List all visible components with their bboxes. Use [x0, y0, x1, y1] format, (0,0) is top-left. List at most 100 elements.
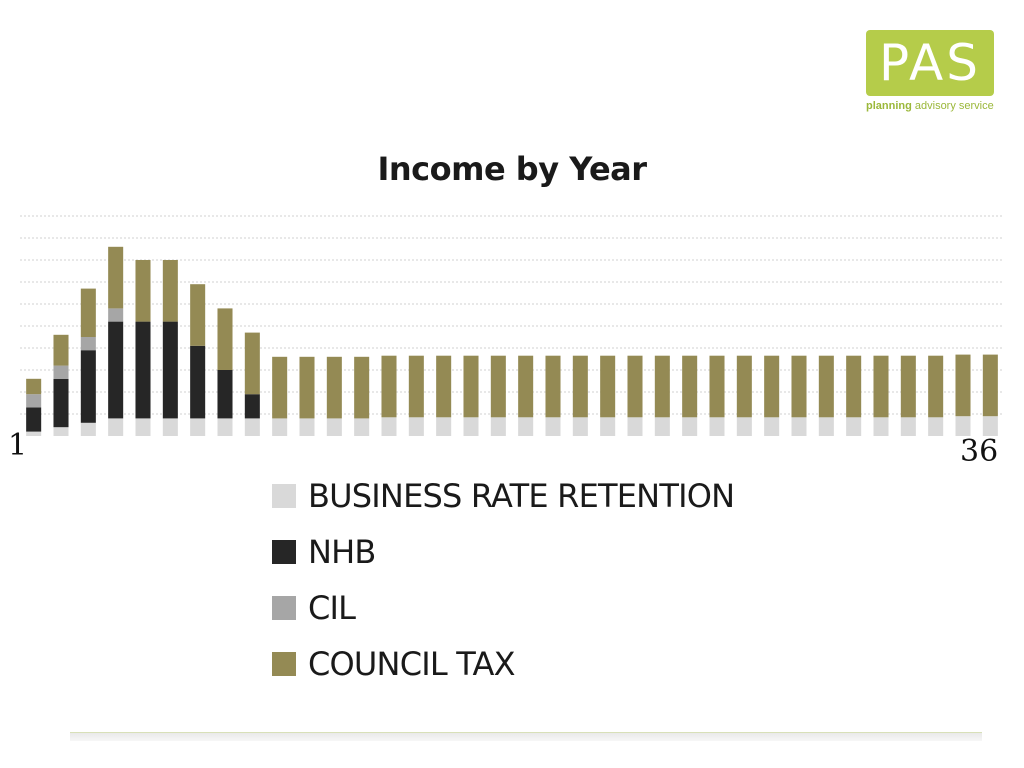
- bar-council-tax-17: [463, 355, 479, 418]
- logo-text: PAS: [879, 34, 981, 92]
- legend-swatch-nhb: [272, 540, 296, 564]
- bar-business-rate-retention-21: [572, 417, 588, 436]
- bar-cil-3: [80, 337, 96, 351]
- bar-business-rate-retention-31: [846, 417, 862, 436]
- bar-council-tax-30: [818, 355, 834, 418]
- legend: BUSINESS RATE RETENTION NHB CIL COUNCIL …: [272, 468, 735, 692]
- bar-cil-2: [53, 365, 69, 379]
- bar-business-rate-retention-13: [354, 418, 370, 436]
- bar-business-rate-retention-35: [955, 416, 971, 436]
- logo-subtitle-rest: advisory service: [911, 100, 994, 112]
- legend-item-nhb: NHB: [272, 524, 734, 580]
- bar-business-rate-retention-24: [654, 417, 670, 436]
- bar-business-rate-retention-7: [190, 418, 206, 436]
- bar-business-rate-retention-2: [53, 427, 69, 436]
- bar-council-tax-26: [709, 355, 725, 418]
- bar-business-rate-retention-22: [600, 417, 616, 436]
- bar-business-rate-retention-5: [135, 418, 151, 436]
- bar-business-rate-retention-6: [162, 418, 178, 436]
- bar-council-tax-10: [272, 356, 288, 419]
- bar-cil-1: [26, 394, 42, 408]
- pas-logo: PAS planning advisory service: [866, 30, 996, 120]
- legend-label-cil: CIL: [308, 589, 356, 627]
- bar-council-tax-4: [108, 246, 124, 309]
- bar-business-rate-retention-25: [682, 417, 698, 436]
- bar-council-tax-2: [53, 334, 69, 366]
- bar-council-tax-15: [408, 355, 424, 418]
- bar-business-rate-retention-17: [463, 417, 479, 436]
- bar-business-rate-retention-20: [545, 417, 561, 436]
- bar-council-tax-3: [80, 288, 96, 337]
- bar-business-rate-retention-8: [217, 418, 233, 436]
- bar-council-tax-25: [682, 355, 698, 418]
- bar-nhb-2: [53, 378, 69, 428]
- footer-rule: [70, 732, 982, 741]
- bar-business-rate-retention-29: [791, 417, 807, 436]
- bar-council-tax-5: [135, 260, 151, 322]
- bar-business-rate-retention-30: [818, 417, 834, 436]
- legend-label-nhb: NHB: [308, 533, 376, 571]
- bar-council-tax-20: [545, 355, 561, 418]
- bar-business-rate-retention-34: [928, 417, 944, 436]
- bar-council-tax-24: [654, 355, 670, 418]
- bar-business-rate-retention-1: [26, 431, 42, 436]
- bar-council-tax-28: [764, 355, 780, 418]
- logo-box: [866, 30, 994, 96]
- bar-business-rate-retention-14: [381, 417, 397, 436]
- bar-council-tax-22: [600, 355, 616, 418]
- bar-business-rate-retention-12: [326, 418, 342, 436]
- legend-item-council-tax: COUNCIL TAX: [272, 636, 734, 692]
- legend-swatch-council-tax: [272, 652, 296, 676]
- bar-council-tax-7: [190, 284, 206, 346]
- bar-council-tax-18: [490, 355, 506, 418]
- logo-subtitle-word1: planning: [866, 100, 912, 112]
- bar-nhb-5: [135, 321, 151, 419]
- bar-council-tax-23: [627, 355, 643, 418]
- legend-label-business-rate-retention: BUSINESS RATE RETENTION: [308, 477, 735, 515]
- bar-council-tax-33: [900, 355, 916, 418]
- bar-nhb-9: [244, 394, 260, 419]
- bar-council-tax-6: [162, 260, 178, 322]
- legend-label-council-tax: COUNCIL TAX: [308, 645, 516, 683]
- bar-nhb-8: [217, 370, 233, 419]
- bar-nhb-3: [80, 350, 96, 423]
- bar-council-tax-13: [354, 356, 370, 419]
- bar-council-tax-21: [572, 355, 588, 418]
- bar-council-tax-16: [436, 355, 452, 418]
- bar-council-tax-27: [736, 355, 752, 418]
- bar-business-rate-retention-3: [80, 422, 96, 436]
- bar-council-tax-14: [381, 355, 397, 418]
- bar-business-rate-retention-10: [272, 418, 288, 436]
- bar-business-rate-retention-32: [873, 417, 889, 436]
- bar-business-rate-retention-33: [900, 417, 916, 436]
- bar-nhb-7: [190, 345, 206, 419]
- bar-nhb-1: [26, 407, 42, 432]
- bar-cil-4: [108, 308, 124, 322]
- bar-business-rate-retention-4: [108, 418, 124, 436]
- legend-swatch-cil: [272, 596, 296, 620]
- bar-business-rate-retention-26: [709, 417, 725, 436]
- bar-business-rate-retention-9: [244, 418, 260, 436]
- x-tick-first: 1: [8, 428, 28, 463]
- bar-business-rate-retention-23: [627, 417, 643, 436]
- logo-subtitle: planning advisory service: [866, 100, 998, 112]
- bar-business-rate-retention-36: [982, 416, 998, 436]
- bar-council-tax-12: [326, 356, 342, 419]
- x-tick-last: 36: [960, 434, 999, 469]
- bar-business-rate-retention-27: [736, 417, 752, 436]
- bar-council-tax-9: [244, 332, 260, 395]
- bar-business-rate-retention-19: [518, 417, 534, 436]
- bar-business-rate-retention-28: [764, 417, 780, 436]
- bar-nhb-4: [108, 321, 124, 419]
- bar-council-tax-8: [217, 308, 233, 370]
- legend-swatch-business-rate-retention: [272, 484, 296, 508]
- bar-council-tax-34: [928, 355, 944, 418]
- legend-item-business-rate-retention: BUSINESS RATE RETENTION: [272, 468, 735, 524]
- bar-council-tax-31: [846, 355, 862, 418]
- bar-council-tax-36: [982, 354, 998, 417]
- bar-nhb-6: [162, 321, 178, 419]
- bar-council-tax-11: [299, 356, 315, 419]
- bar-council-tax-32: [873, 355, 889, 418]
- legend-item-cil: CIL: [272, 580, 734, 636]
